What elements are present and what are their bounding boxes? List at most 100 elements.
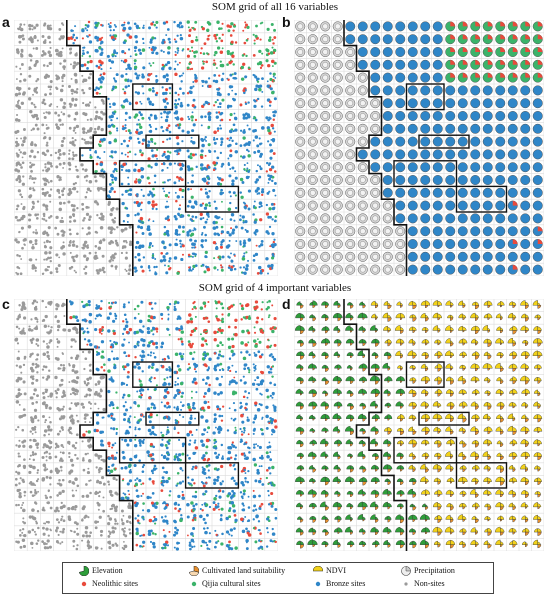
som-node bbox=[68, 376, 80, 384]
som-node bbox=[295, 136, 306, 147]
som-node bbox=[147, 351, 157, 359]
som-node bbox=[370, 162, 381, 173]
som-node bbox=[111, 85, 118, 92]
som-node bbox=[172, 526, 179, 537]
som-node bbox=[345, 187, 356, 198]
cluster-boundary bbox=[343, 20, 408, 276]
som-node bbox=[495, 98, 506, 109]
som-node bbox=[107, 514, 119, 526]
som-node bbox=[15, 265, 23, 276]
som-node bbox=[420, 251, 431, 262]
som-node bbox=[382, 213, 393, 224]
som-node bbox=[96, 501, 106, 513]
som-node bbox=[252, 526, 262, 535]
som-node bbox=[370, 388, 381, 398]
som-node bbox=[495, 264, 506, 275]
som-node bbox=[68, 414, 80, 425]
som-node bbox=[189, 351, 196, 361]
som-node bbox=[507, 187, 518, 198]
som-node bbox=[213, 413, 224, 424]
som-node bbox=[81, 86, 92, 95]
som-node bbox=[54, 47, 64, 58]
som-node bbox=[359, 465, 367, 473]
som-node bbox=[227, 312, 238, 322]
som-node bbox=[14, 113, 21, 122]
som-node bbox=[445, 451, 454, 459]
som-node bbox=[54, 465, 63, 475]
som-node bbox=[346, 502, 354, 510]
som-node bbox=[162, 178, 171, 184]
som-node bbox=[407, 162, 418, 173]
som-node bbox=[482, 111, 493, 121]
som-node bbox=[59, 59, 67, 71]
som-node bbox=[27, 526, 40, 536]
som-node bbox=[295, 213, 306, 224]
som-node bbox=[495, 47, 506, 57]
som-node bbox=[94, 161, 106, 173]
som-node bbox=[420, 98, 431, 109]
som-node bbox=[162, 415, 171, 421]
som-node bbox=[199, 513, 209, 525]
som-node bbox=[320, 72, 331, 83]
som-node bbox=[445, 21, 456, 32]
som-node bbox=[173, 148, 182, 156]
som-node bbox=[395, 350, 403, 359]
som-node bbox=[83, 265, 88, 275]
som-node bbox=[69, 251, 79, 263]
som-node bbox=[307, 489, 317, 498]
som-node bbox=[229, 34, 238, 46]
som-node bbox=[507, 34, 518, 45]
som-node bbox=[432, 200, 443, 211]
som-node bbox=[508, 527, 517, 535]
som-node bbox=[54, 442, 65, 449]
som-node bbox=[370, 21, 381, 32]
som-node bbox=[252, 73, 264, 83]
som-node bbox=[332, 111, 343, 121]
som-node bbox=[507, 162, 518, 173]
som-node bbox=[370, 200, 381, 211]
som-node bbox=[345, 338, 355, 346]
som-node bbox=[161, 162, 172, 172]
som-node bbox=[265, 425, 278, 436]
som-node bbox=[56, 98, 67, 110]
som-node bbox=[320, 489, 329, 498]
som-node bbox=[200, 111, 212, 122]
som-node bbox=[201, 463, 211, 476]
som-node bbox=[483, 477, 492, 485]
som-node bbox=[307, 149, 318, 160]
som-node bbox=[265, 388, 275, 399]
som-node bbox=[67, 504, 78, 511]
som-node bbox=[532, 136, 543, 147]
som-node bbox=[471, 389, 480, 396]
som-node bbox=[347, 540, 355, 548]
som-node bbox=[94, 98, 105, 109]
som-node bbox=[533, 452, 542, 461]
cluster-outline bbox=[455, 462, 508, 489]
som-node bbox=[110, 264, 118, 270]
som-node bbox=[161, 137, 172, 144]
som-node bbox=[106, 186, 116, 199]
som-node bbox=[56, 405, 65, 412]
som-node bbox=[148, 123, 158, 133]
som-node bbox=[253, 463, 263, 475]
som-node bbox=[495, 72, 506, 83]
som-node bbox=[346, 352, 354, 358]
som-node bbox=[395, 526, 405, 536]
som-node bbox=[307, 200, 318, 211]
som-node bbox=[70, 338, 77, 348]
som-node bbox=[133, 463, 146, 473]
som-node bbox=[254, 539, 264, 551]
som-node bbox=[266, 97, 277, 107]
som-node bbox=[457, 239, 468, 249]
som-node bbox=[520, 476, 530, 486]
som-node bbox=[296, 351, 305, 360]
som-node bbox=[320, 98, 331, 109]
som-node bbox=[382, 251, 393, 262]
som-node bbox=[483, 351, 492, 360]
som-node bbox=[133, 477, 145, 488]
som-node bbox=[407, 187, 418, 198]
som-node bbox=[41, 98, 53, 107]
som-node bbox=[27, 213, 40, 222]
som-node bbox=[252, 115, 258, 122]
som-node bbox=[507, 59, 518, 70]
